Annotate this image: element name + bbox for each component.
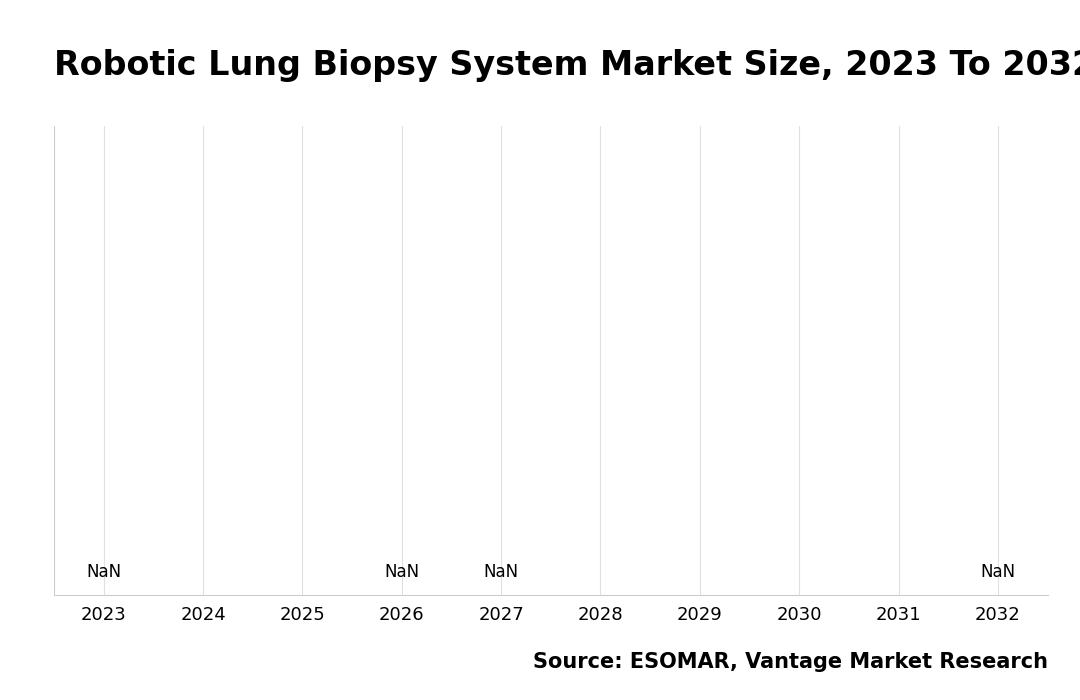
Text: NaN: NaN: [384, 563, 419, 581]
Text: NaN: NaN: [981, 563, 1015, 581]
Text: NaN: NaN: [484, 563, 518, 581]
Text: Source: ESOMAR, Vantage Market Research: Source: ESOMAR, Vantage Market Research: [532, 652, 1048, 672]
Text: NaN: NaN: [86, 563, 121, 581]
Text: Robotic Lung Biopsy System Market Size, 2023 To 2032 (USD Million): Robotic Lung Biopsy System Market Size, …: [54, 49, 1080, 82]
